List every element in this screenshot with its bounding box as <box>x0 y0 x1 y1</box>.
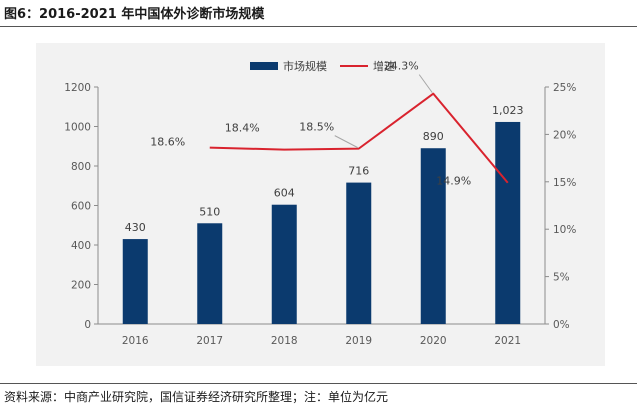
y-left-tick-label: 800 <box>71 161 91 173</box>
bar-value-label: 890 <box>423 130 444 143</box>
source-note: 资料来源：中商产业研究院，国信证券经济研究所整理；注：单位为亿元 <box>4 390 389 404</box>
y-left-tick-label: 0 <box>84 319 91 331</box>
growth-value-label: 18.6% <box>150 136 185 149</box>
legend-label-line: 增速 <box>373 59 395 73</box>
bar <box>197 223 223 324</box>
bar <box>420 148 446 324</box>
bar-value-label: 430 <box>125 221 146 234</box>
y-left-tick-label: 1000 <box>64 122 91 134</box>
bar <box>122 239 148 324</box>
x-tick-label: 2020 <box>420 335 447 347</box>
growth-label-leader <box>418 74 433 93</box>
y-right-tick-label: 15% <box>553 177 576 189</box>
y-right-tick-label: 10% <box>553 224 576 236</box>
bar <box>346 182 372 324</box>
growth-line <box>209 92 509 184</box>
title-divider <box>0 26 637 27</box>
growth-label-leader <box>334 135 358 149</box>
legend-swatch-bar <box>250 62 278 70</box>
y-left-tick-label: 200 <box>71 280 91 292</box>
y-left-tick-label: 1200 <box>64 82 91 94</box>
growth-value-label: 24.3% <box>384 60 419 73</box>
y-right-tick-label: 0% <box>553 319 570 331</box>
bar-value-label: 716 <box>348 165 369 178</box>
x-tick-label: 2016 <box>122 335 149 347</box>
x-tick-label: 2018 <box>271 335 298 347</box>
growth-value-label: 18.5% <box>299 121 334 134</box>
growth-value-label: 14.9% <box>436 175 471 188</box>
bar <box>495 121 521 325</box>
legend-label-bar: 市场规模 <box>283 59 327 73</box>
bar <box>271 204 297 324</box>
y-right-tick-label: 25% <box>553 82 576 94</box>
y-left-tick-label: 600 <box>71 201 91 213</box>
y-left-tick-label: 400 <box>71 240 91 252</box>
x-tick-label: 2019 <box>345 335 372 347</box>
y-right-tick-label: 20% <box>553 129 576 141</box>
bar-value-label: 510 <box>199 205 220 218</box>
bar-value-label: 1,023 <box>492 104 524 117</box>
figure-title: 图6：2016-2021 年中国体外诊断市场规模 <box>4 7 265 22</box>
bar-value-label: 604 <box>274 187 295 200</box>
y-right-tick-label: 5% <box>553 272 570 284</box>
x-tick-label: 2017 <box>196 335 223 347</box>
x-tick-label: 2021 <box>494 335 521 347</box>
growth-value-label: 18.4% <box>225 122 260 135</box>
source-divider <box>0 383 637 384</box>
